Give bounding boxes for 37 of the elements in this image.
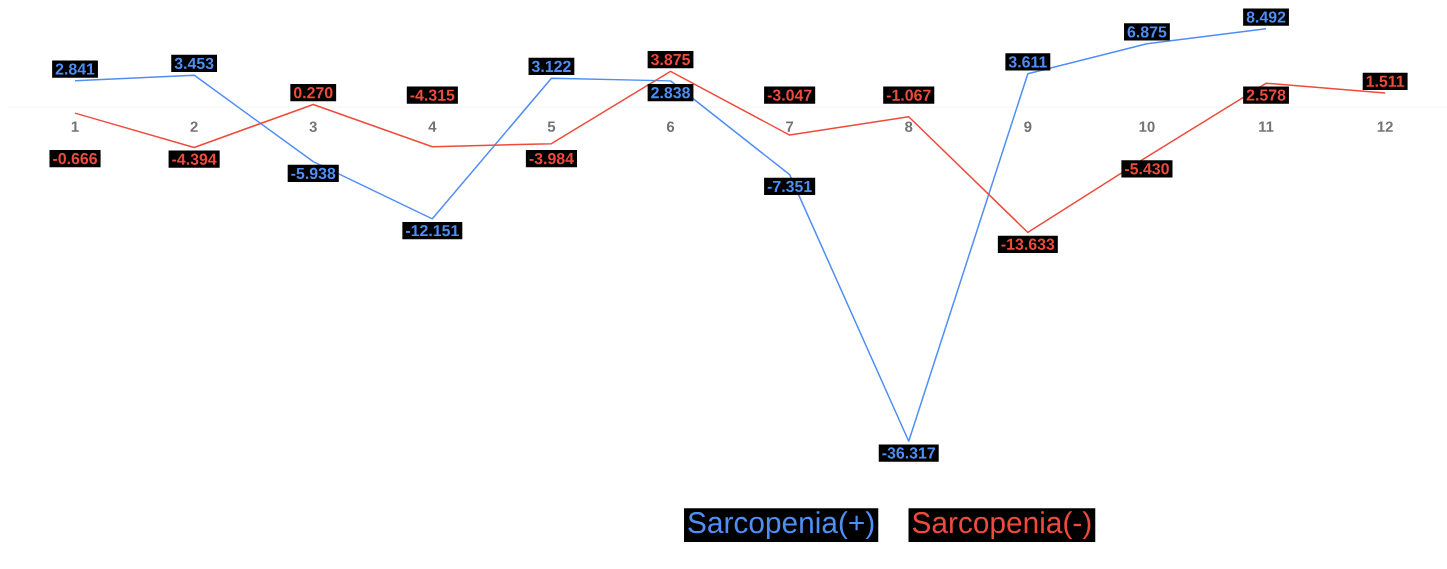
- x-tick-label: 7: [786, 121, 794, 132]
- data-label: 2.841: [55, 63, 95, 75]
- x-tick-label: 4: [428, 121, 437, 132]
- data-label: 2.838: [651, 87, 690, 99]
- x-tick-label: 6: [666, 121, 675, 133]
- x-tick-label: 10: [1139, 121, 1155, 133]
- data-label: 6.875: [1127, 26, 1167, 38]
- data-label: 3.611: [1008, 56, 1047, 68]
- data-label: 1.511: [1366, 75, 1405, 87]
- data-label: -12.151: [405, 224, 459, 237]
- x-tick-label: 12: [1377, 121, 1393, 132]
- data-label: -13.633: [1001, 238, 1055, 250]
- data-label: 3.453: [174, 57, 214, 70]
- data-label: -4.394: [172, 153, 217, 165]
- x-tick-label: 3: [309, 121, 317, 133]
- data-label: -1.067: [886, 89, 931, 101]
- data-label: -5.938: [291, 167, 336, 180]
- data-label: -4.315: [410, 89, 455, 101]
- data-label: 3.122: [531, 60, 571, 73]
- data-label: -3.984: [529, 152, 574, 165]
- data-label: -7.351: [767, 180, 812, 193]
- text: Sarcopenia(-): [912, 511, 1091, 540]
- x-tick-label: 9: [1024, 121, 1032, 133]
- text: Sarcopenia(+): [688, 511, 874, 540]
- x-tick-label: 11: [1259, 121, 1274, 132]
- data-label: 2.578: [1246, 89, 1286, 101]
- data-label: -36.317: [882, 447, 936, 459]
- x-tick-label: 2: [190, 121, 198, 132]
- x-tick-label: 8: [905, 121, 913, 133]
- x-tick-label: 5: [547, 121, 556, 132]
- data-label: 3.875: [650, 53, 690, 66]
- data-label: -0.666: [53, 152, 98, 165]
- data-label: -5.430: [1124, 163, 1169, 175]
- data-label: 0.270: [293, 87, 333, 99]
- data-label: -3.047: [767, 89, 812, 101]
- data-label: 8.492: [1246, 11, 1286, 23]
- x-tick-label: 1: [71, 121, 79, 132]
